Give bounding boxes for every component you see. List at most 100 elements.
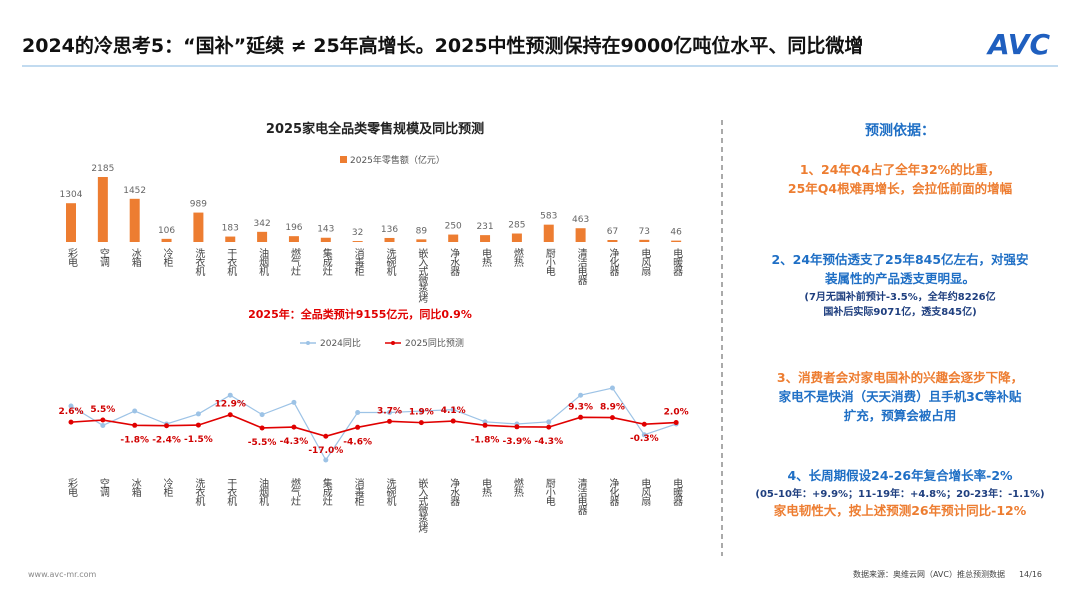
bar	[448, 234, 459, 242]
x-tick-label: 冰箱	[129, 477, 141, 498]
x-tick-label: 消毒柜	[352, 477, 364, 507]
value-label: 5.5%	[90, 405, 115, 415]
x-tick-label: 洗衣机	[193, 478, 205, 507]
point	[355, 424, 361, 430]
value-label: 8.9%	[600, 403, 625, 413]
point	[609, 385, 615, 391]
x-tick-label: 厨小电	[543, 478, 555, 506]
point	[673, 420, 679, 426]
x-tick-label: 冷柜	[161, 477, 173, 498]
point	[227, 412, 233, 418]
value-label: 67	[607, 227, 618, 237]
x-tick-label: 电风扇	[639, 247, 651, 277]
point	[100, 422, 106, 428]
x-tick-label: 洗碗机	[384, 248, 396, 277]
point	[323, 457, 329, 463]
point	[227, 392, 233, 398]
point	[100, 417, 106, 423]
logo: AVC	[986, 28, 1050, 61]
value-label: 285	[508, 221, 525, 231]
value-label: 231	[476, 222, 493, 232]
bar	[575, 228, 586, 242]
value-label: 196	[285, 223, 302, 233]
footer-site: www.avc-mr.com	[28, 570, 97, 579]
point	[68, 419, 74, 425]
x-tick-label: 冰箱	[129, 247, 141, 268]
bar	[639, 239, 650, 242]
panel-note: 国补后实际9071亿，透支845亿)	[823, 307, 977, 318]
x-tick-label: 嵌入式微蒸烤	[416, 478, 428, 534]
x-tick-label: 油烟机	[257, 247, 269, 277]
point	[609, 415, 615, 421]
value-label: -3.9%	[503, 437, 532, 447]
point	[450, 407, 456, 413]
value-label: 73	[639, 227, 650, 237]
x-tick-label: 电热	[480, 477, 492, 498]
value-label: 136	[381, 225, 398, 235]
bar	[161, 238, 172, 242]
panel-text: 4、长周期假设24-26年复合增长率-2%	[787, 468, 1013, 483]
value-label: 183	[222, 224, 239, 234]
x-tick-label: 电暖器	[671, 247, 683, 277]
point	[195, 411, 201, 417]
panel-text: (05-10年：+9.9%；11-19年：+4.8%；20-23年：-1.1%)	[755, 489, 1045, 500]
point	[291, 399, 297, 405]
bar	[288, 236, 299, 242]
point	[387, 409, 392, 415]
point	[450, 418, 456, 424]
footer-source: 数据来源：奥维云网（AVC）推总预测数据	[853, 569, 1005, 579]
page-number: 14/16	[1019, 570, 1042, 579]
panel-text: 家电韧性大，按上述预测26年预计同比-12%	[773, 503, 1027, 518]
point	[418, 420, 424, 426]
bar	[607, 240, 618, 242]
x-tick-label: 油烟机	[257, 477, 269, 507]
value-label: 250	[445, 222, 462, 232]
value-label: -1.8%	[120, 435, 149, 445]
x-tick-label: 消毒柜	[352, 247, 364, 277]
x-tick-label: 彩电	[66, 478, 78, 497]
point	[195, 422, 201, 428]
legend-swatch	[340, 156, 347, 163]
point	[641, 432, 647, 438]
point	[132, 408, 138, 414]
bar	[257, 231, 268, 242]
point	[68, 403, 74, 409]
x-tick-label: 干衣机	[225, 478, 237, 507]
x-tick-label: 燃热	[511, 247, 523, 268]
value-label: 342	[254, 219, 271, 229]
point	[482, 422, 488, 428]
bar	[671, 240, 682, 242]
panel-note: (7月无国补前预计-3.5%，全年约8226亿	[804, 292, 996, 303]
value-label: -1.8%	[471, 435, 500, 445]
x-tick-label: 洗碗机	[384, 478, 396, 507]
point	[259, 425, 265, 431]
x-tick-label: 洗衣机	[193, 248, 205, 277]
value-label: 1.9%	[409, 408, 434, 418]
value-label: 143	[317, 225, 334, 235]
panel-heading: 预测依据：	[865, 123, 935, 139]
slide-title: 2024的冷思考5：“国补”延续 ≠ 25年高增长。2025中性预测保持在900…	[22, 34, 863, 57]
point	[164, 423, 170, 429]
line	[70, 387, 677, 462]
bar	[129, 198, 140, 242]
value-label: 106	[158, 226, 175, 236]
bar	[66, 203, 76, 242]
value-label: 989	[190, 200, 207, 210]
legend-label: 2025年零售额（亿元）	[350, 154, 445, 166]
legend-marker	[391, 341, 395, 345]
point	[546, 424, 552, 430]
bar	[352, 241, 363, 242]
value-label: -4.6%	[343, 437, 372, 447]
panel-text: 2、24年预估透支了25年845亿左右，对强安	[771, 252, 1029, 267]
panel-text: 扩充，预算会被占用	[843, 408, 957, 423]
point	[641, 421, 647, 427]
x-tick-label: 冷柜	[161, 247, 173, 268]
legend-marker	[306, 341, 310, 345]
point	[418, 408, 424, 414]
bar	[511, 233, 522, 242]
point	[482, 419, 488, 425]
x-tick-label: 清洁电器	[575, 247, 587, 286]
x-tick-label: 厨小电	[543, 248, 555, 276]
line	[70, 413, 677, 438]
